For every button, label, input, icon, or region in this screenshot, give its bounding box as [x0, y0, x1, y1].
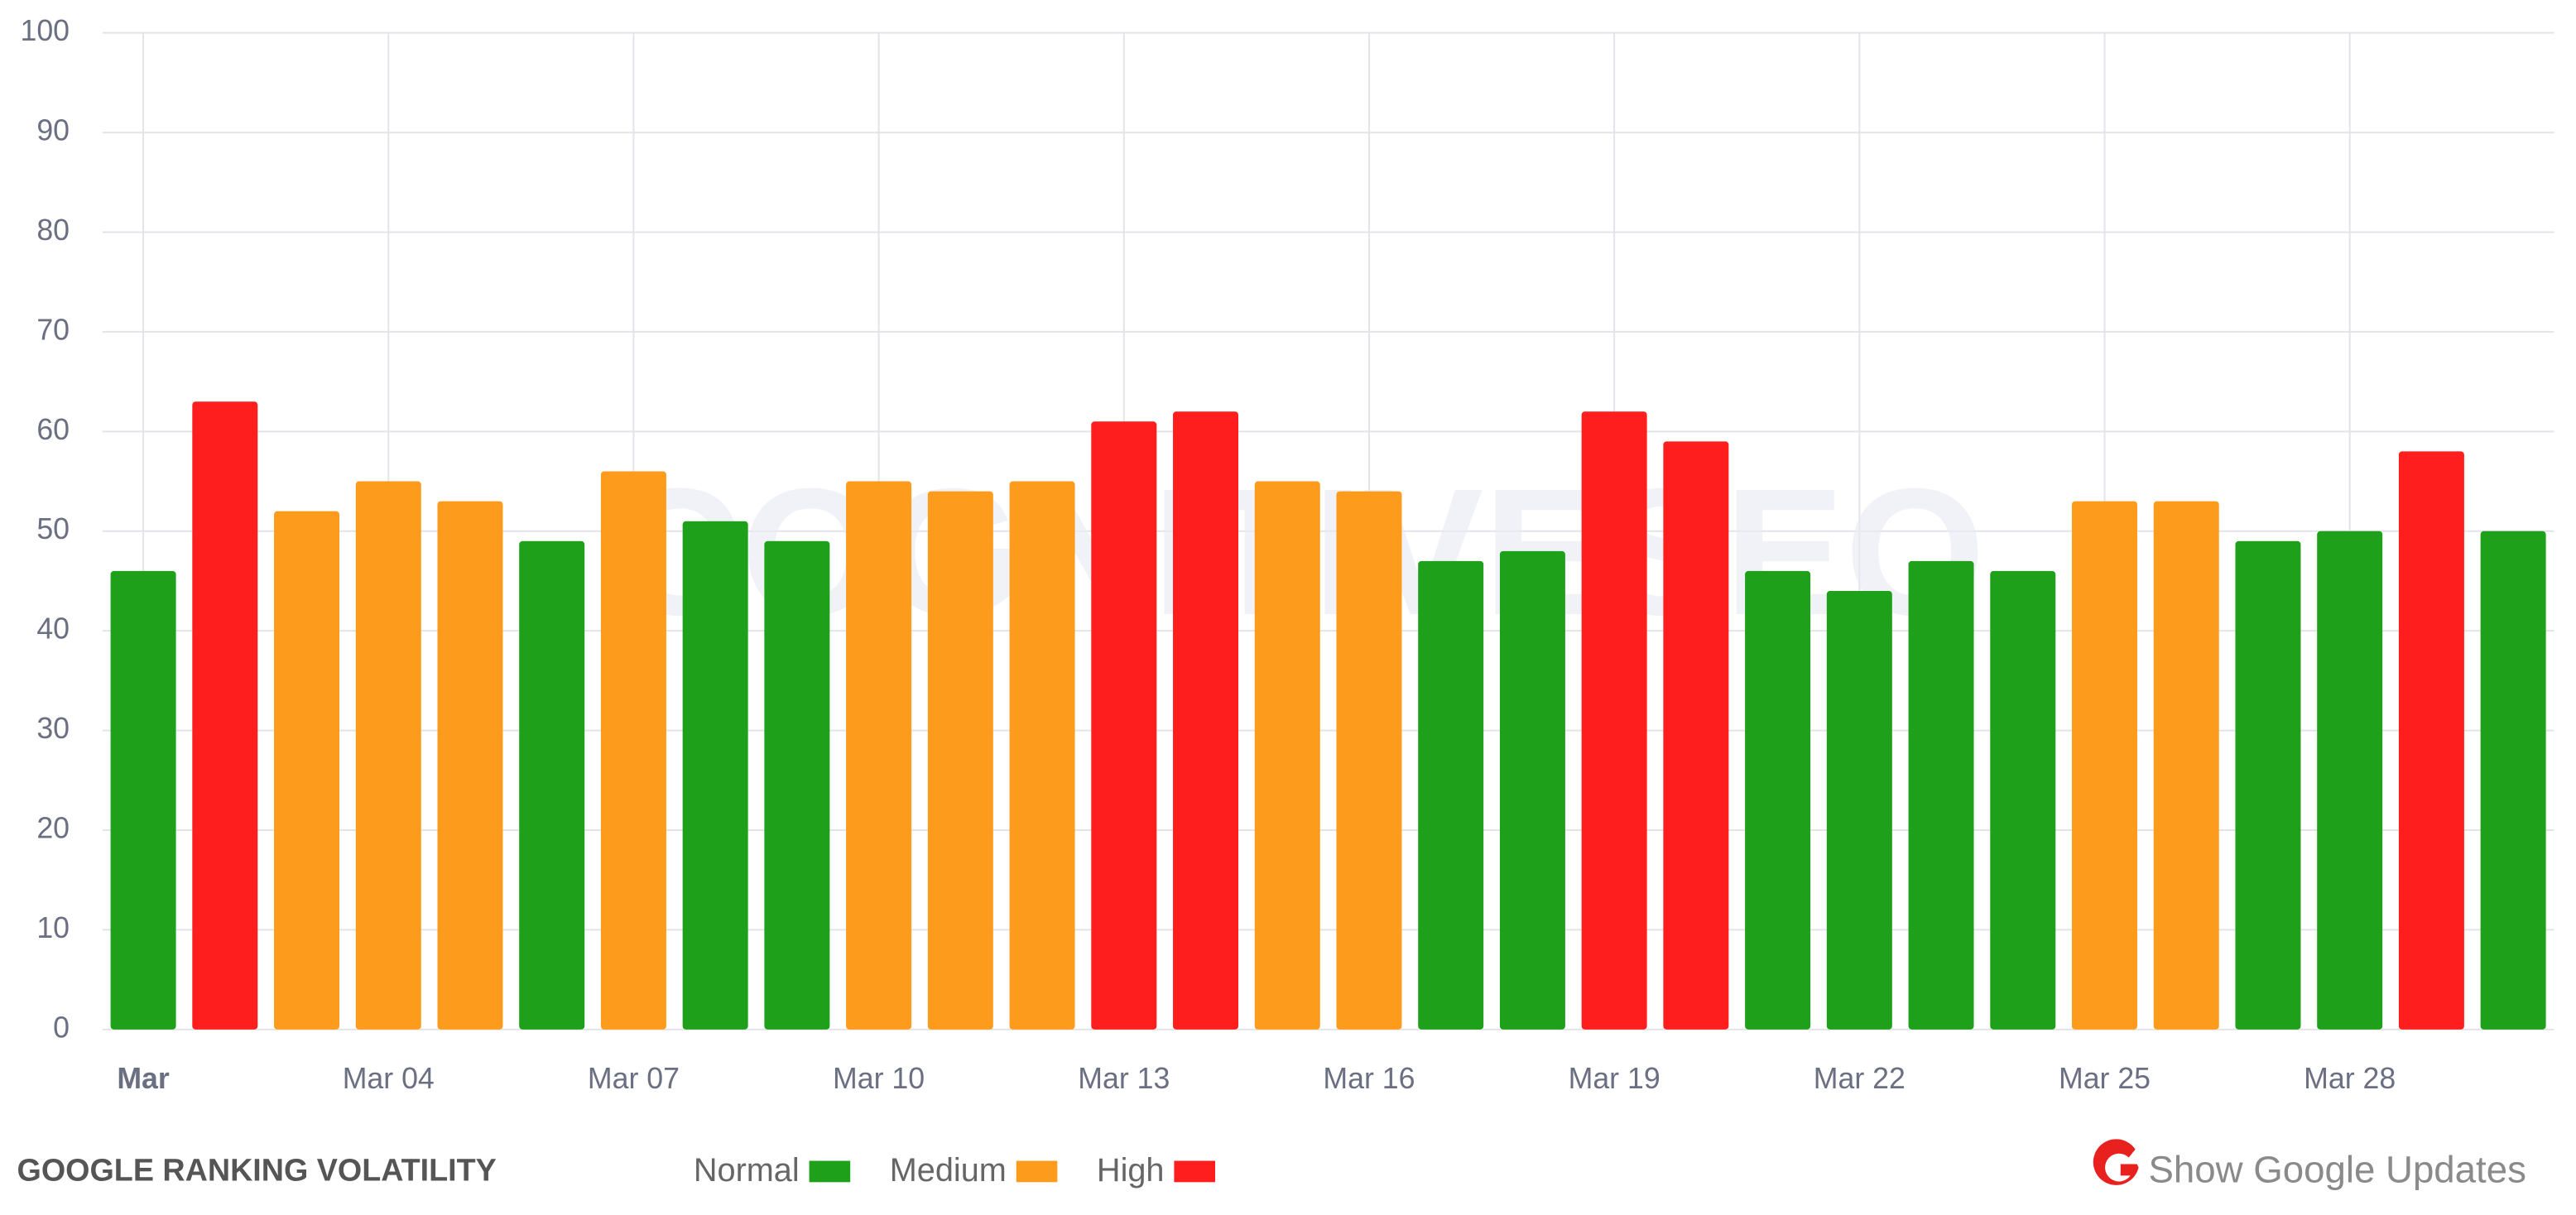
bar [1254, 481, 1320, 1030]
legend-swatch [1174, 1160, 1216, 1183]
bar [2072, 501, 2137, 1030]
y-tick-label: 10 [36, 911, 70, 944]
bar [764, 540, 830, 1030]
x-tick-label: Mar 16 [1323, 1062, 1415, 1095]
bar [1091, 421, 1157, 1030]
bar [1499, 550, 1565, 1030]
legend-label: High [1097, 1152, 1165, 1189]
x-tick-label: Mar 22 [1814, 1062, 1906, 1095]
bar [2153, 501, 2219, 1030]
legend-swatch [809, 1160, 851, 1183]
bar [355, 481, 421, 1030]
bar [1009, 481, 1075, 1030]
x-tick-label: Mar [117, 1062, 170, 1095]
bar [2398, 451, 2464, 1030]
y-tick-label: 40 [36, 612, 70, 646]
y-tick-label: 100 [20, 14, 70, 47]
legend-label: Normal [694, 1152, 800, 1189]
bar [519, 540, 585, 1030]
y-tick-label: 20 [36, 811, 70, 844]
y-tick-label: 80 [36, 214, 70, 247]
bar [1990, 570, 2056, 1030]
bar [2480, 531, 2546, 1030]
bar [437, 501, 503, 1030]
bar [2317, 531, 2383, 1030]
bar [2235, 540, 2301, 1030]
grid-layer: 0 10 20 30 40 50 60 70 80 90 100 Mar Mar 04 Mar 07 Mar… [20, 14, 2554, 1095]
x-tick-label: Mar 10 [833, 1062, 925, 1095]
bar [600, 471, 666, 1030]
y-tick-label: 70 [36, 313, 70, 346]
x-tick-label: Mar 13 [1078, 1062, 1170, 1095]
legend-swatch [1016, 1160, 1058, 1183]
bar [927, 491, 993, 1030]
google-icon [2093, 1139, 2139, 1185]
bar [1173, 411, 1239, 1030]
bar [1908, 560, 1974, 1030]
bar [1826, 591, 1892, 1030]
bar [1745, 570, 1811, 1030]
bar [682, 521, 748, 1030]
bar [1663, 441, 1729, 1030]
x-tick-label: Mar 19 [1569, 1062, 1660, 1095]
bar [192, 401, 258, 1030]
y-tick-label: 30 [36, 712, 70, 745]
bar [1581, 411, 1647, 1030]
y-tick-label: 60 [36, 413, 70, 446]
legend: Normal Medium High [694, 1152, 1216, 1189]
x-tick-label: Mar 04 [343, 1062, 435, 1095]
y-tick-label: 50 [36, 512, 70, 545]
bar [1418, 560, 1484, 1030]
x-tick-label: Mar 28 [2304, 1062, 2396, 1095]
bar [110, 570, 176, 1030]
show-updates-button[interactable]: Show Google Updates [2093, 1139, 2526, 1190]
x-tick-label: Mar 25 [2059, 1062, 2151, 1095]
chart-title: GOOGLE RANKING VOLATILITY [17, 1152, 497, 1187]
bar-layer [110, 401, 2546, 1030]
y-tick-label: 90 [36, 114, 70, 147]
x-tick-label: Mar 07 [588, 1062, 680, 1095]
bar [1336, 491, 1402, 1030]
y-tick-label: 0 [53, 1011, 70, 1044]
button-label[interactable]: Show Google Updates [2149, 1148, 2526, 1190]
bar [274, 511, 340, 1030]
legend-label: Medium [890, 1152, 1007, 1189]
bar [846, 481, 912, 1030]
